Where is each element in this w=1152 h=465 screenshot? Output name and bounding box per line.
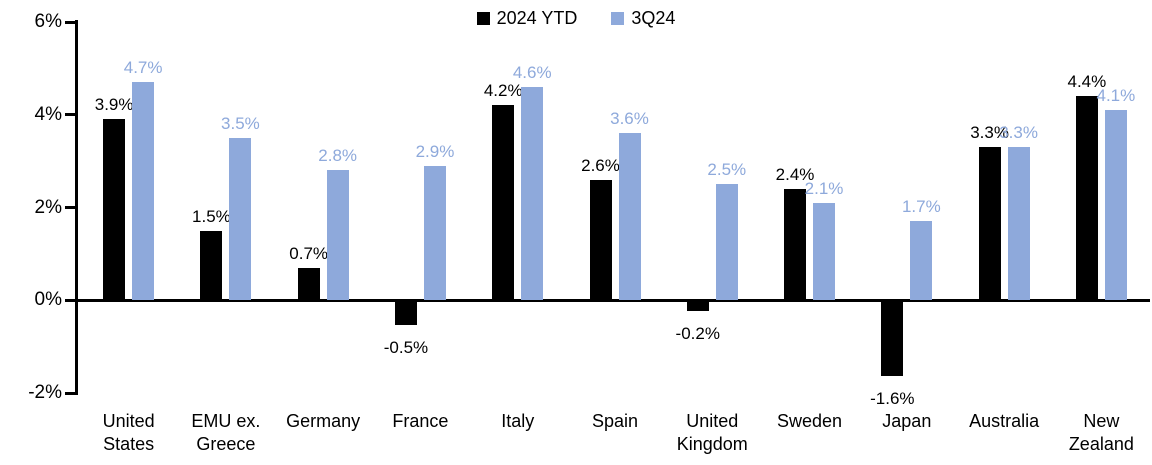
bar-3q24-new-zealand	[1104, 110, 1127, 301]
value-label-2024-ytd-france: -0.5%	[383, 337, 429, 357]
category-label-australia: Australia	[945, 410, 1062, 433]
bar-3q24-australia	[1007, 147, 1030, 301]
bar-3q24-spain	[618, 133, 641, 301]
value-label-2024-ytd-united-kingdom: -0.2%	[675, 324, 720, 344]
category-label-line: Japan	[882, 411, 932, 431]
value-label-3q24-united-states: 4.7%	[123, 58, 163, 78]
value-label-3q24-germany: 2.8%	[318, 146, 358, 166]
legend-item-2024-ytd: 2024 YTD	[476, 8, 578, 29]
category-label-line: EMU ex.	[191, 411, 261, 431]
bar-3q24-germany	[326, 170, 349, 301]
value-label-3q24-italy: 4.6%	[512, 62, 552, 82]
category-label-line: Kingdom	[676, 434, 748, 454]
x-axis-baseline	[75, 298, 1150, 302]
category-label-line: Spain	[591, 411, 639, 431]
value-label-2024-ytd-united-states: 3.9%	[94, 95, 134, 115]
category-label-line: Greece	[196, 434, 256, 454]
value-label-3q24-united-kingdom: 2.5%	[707, 160, 747, 180]
category-label-line: New	[1083, 411, 1120, 431]
value-label-3q24-australia: 3.3%	[999, 123, 1038, 143]
category-label-united-states: United States	[70, 410, 187, 456]
legend-label-3q24: 3Q24	[631, 8, 676, 28]
bar-3q24-emu-ex-greece	[229, 137, 252, 301]
y-axis-tick	[65, 20, 75, 24]
y-axis-tick	[65, 298, 75, 302]
bar-2024-ytd-united-states	[103, 119, 126, 301]
y-tick-label: 0%	[34, 289, 62, 311]
category-label-line: Sweden	[777, 411, 843, 431]
value-label-3q24-sweden: 2.1%	[804, 178, 844, 198]
category-label-germany: Germany	[265, 410, 382, 433]
category-label-sweden: Sweden	[751, 410, 868, 433]
y-tick-label: -2%	[28, 382, 62, 403]
value-label-2024-ytd-germany: 0.7%	[289, 243, 329, 263]
bar-3q24-sweden	[813, 202, 836, 301]
y-axis-line	[75, 20, 78, 395]
legend-label-2024-ytd: 2024 YTD	[496, 8, 578, 28]
bar-2024-ytd-sweden	[784, 188, 807, 301]
bar-2024-ytd-france	[394, 301, 417, 325]
bar-2024-ytd-japan	[881, 301, 904, 376]
legend-swatch-2024-ytd-icon	[476, 12, 490, 25]
value-label-2024-ytd-japan: -1.6%	[870, 388, 915, 408]
category-label-emu-ex-greece: EMU ex. Greece	[167, 410, 284, 456]
legend-swatch-3q24-icon	[611, 12, 625, 25]
bar-3q24-france	[423, 165, 446, 301]
value-label-2024-ytd-emu-ex-greece: 1.5%	[192, 206, 231, 226]
value-label-2024-ytd-australia: 3.3%	[970, 123, 1009, 143]
value-label-3q24-new-zealand: 4.1%	[1096, 86, 1136, 106]
value-label-2024-ytd-spain: 2.6%	[581, 155, 620, 175]
bar-2024-ytd-germany	[297, 267, 320, 301]
bar-3q24-united-states	[132, 82, 155, 301]
category-label-line: Italy	[501, 411, 535, 431]
category-label-line: States	[103, 434, 155, 454]
y-axis-tick	[65, 206, 75, 209]
value-label-3q24-france: 2.9%	[415, 141, 455, 161]
value-label-2024-ytd-new-zealand: 4.4%	[1067, 72, 1107, 92]
category-label-line: United	[686, 411, 739, 431]
y-axis-tick	[65, 391, 75, 395]
category-label-japan: Japan	[848, 410, 965, 433]
y-tick-label: 6%	[34, 11, 62, 32]
legend: 2024 YTD 3Q24	[0, 8, 1152, 29]
legend-item-3q24: 3Q24	[611, 8, 675, 29]
bar-2024-ytd-emu-ex-greece	[200, 230, 223, 301]
bar-2024-ytd-australia	[978, 147, 1001, 301]
value-label-3q24-emu-ex-greece: 3.5%	[221, 113, 260, 133]
category-label-united-kingdom: United Kingdom	[654, 410, 771, 456]
value-label-2024-ytd-italy: 4.2%	[483, 81, 523, 101]
y-tick-label: 4%	[34, 103, 62, 125]
value-label-3q24-spain: 3.6%	[610, 109, 649, 129]
bar-2024-ytd-spain	[589, 179, 612, 301]
bar-2024-ytd-new-zealand	[1075, 96, 1098, 301]
value-label-2024-ytd-sweden: 2.4%	[775, 164, 815, 184]
category-label-france: France	[362, 410, 479, 433]
bar-3q24-united-kingdom	[715, 184, 738, 301]
y-tick-label: 2%	[34, 196, 62, 218]
category-label-spain: Spain	[556, 410, 673, 433]
category-label-line: France	[392, 411, 449, 431]
bar-2024-ytd-united-kingdom	[686, 301, 709, 312]
category-label-line: Australia	[969, 411, 1040, 431]
bar-2024-ytd-italy	[492, 105, 515, 301]
category-label-new-zealand: New Zealand	[1043, 410, 1152, 456]
category-label-line: Germany	[286, 411, 361, 431]
y-axis-tick	[65, 113, 75, 117]
category-label-line: United	[102, 411, 155, 431]
value-label-3q24-japan: 1.7%	[901, 197, 941, 217]
category-label-line: Zealand	[1068, 434, 1134, 454]
category-label-italy: Italy	[459, 410, 576, 433]
bar-3q24-italy	[521, 86, 544, 301]
bar-3q24-japan	[910, 221, 933, 301]
